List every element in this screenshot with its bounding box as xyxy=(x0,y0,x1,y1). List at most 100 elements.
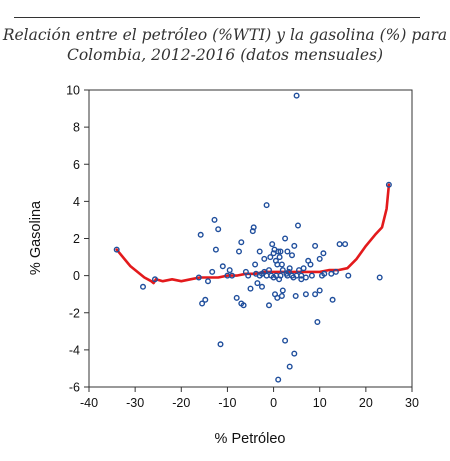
data-point xyxy=(197,231,204,238)
data-point xyxy=(276,254,283,261)
data-point xyxy=(219,263,226,270)
data-point xyxy=(274,294,281,301)
fit-line xyxy=(115,183,391,285)
data-point xyxy=(215,226,222,233)
data-point xyxy=(277,272,284,279)
data-point xyxy=(285,268,292,275)
data-point xyxy=(275,248,282,255)
data-point xyxy=(263,202,270,209)
scatter-points xyxy=(113,92,392,383)
data-point xyxy=(228,272,235,279)
data-point xyxy=(266,267,273,274)
data-point xyxy=(296,267,303,274)
data-point xyxy=(151,276,158,283)
data-point xyxy=(302,274,309,281)
x-tick-label: 30 xyxy=(405,396,419,410)
x-tick-label: -10 xyxy=(218,396,236,410)
data-point xyxy=(212,246,219,253)
data-point xyxy=(279,267,286,274)
data-point xyxy=(209,268,216,275)
data-point xyxy=(277,248,284,255)
chart-title-line-1: Relación entre el petróleo (%WTI) y la g… xyxy=(2,26,448,44)
x-tick-label: 0 xyxy=(270,396,277,410)
y-tick-label: -2 xyxy=(69,306,80,320)
data-point xyxy=(284,248,291,255)
data-point xyxy=(336,241,343,248)
chart-title: Relación entre el petróleo (%WTI) y la g… xyxy=(0,25,450,65)
y-tick-label: 0 xyxy=(73,269,80,283)
data-point xyxy=(286,265,293,272)
data-point xyxy=(254,280,261,287)
data-point xyxy=(292,293,299,300)
x-axis-label: % Petróleo xyxy=(215,431,286,447)
data-point xyxy=(226,267,233,274)
data-point xyxy=(332,268,339,275)
data-point xyxy=(204,278,211,285)
data-point xyxy=(286,363,293,370)
data-point xyxy=(263,272,270,279)
data-point xyxy=(235,248,242,255)
data-point xyxy=(295,222,302,229)
y-tick-label: 6 xyxy=(73,158,80,172)
data-point xyxy=(267,254,274,261)
x-tick-label: 20 xyxy=(359,396,373,410)
data-point xyxy=(275,376,282,383)
fit-line-layer xyxy=(115,183,391,285)
data-point xyxy=(328,270,335,277)
data-point xyxy=(202,296,209,303)
y-tick-label: -6 xyxy=(69,381,80,395)
data-point xyxy=(282,337,289,344)
data-point xyxy=(217,341,224,348)
data-point xyxy=(279,287,286,294)
data-point xyxy=(240,302,247,309)
data-point xyxy=(211,216,218,223)
chart-title-line-2: Colombia, 2012-2016 (datos mensuales) xyxy=(66,46,384,64)
data-point xyxy=(345,272,352,279)
data-point xyxy=(261,255,268,262)
data-point xyxy=(252,261,259,268)
data-point xyxy=(256,248,263,255)
data-point xyxy=(308,272,315,279)
data-point xyxy=(113,246,120,253)
data-point xyxy=(293,272,300,279)
data-point xyxy=(289,252,296,259)
data-point xyxy=(249,228,256,235)
data-point xyxy=(291,350,298,357)
data-point xyxy=(329,296,336,303)
data-point xyxy=(245,272,252,279)
data-point xyxy=(250,224,257,231)
y-axis-label: % Gasolina xyxy=(28,200,44,275)
data-point xyxy=(307,261,314,268)
data-point xyxy=(314,319,321,326)
data-point xyxy=(298,272,305,279)
x-tick-label: 10 xyxy=(313,396,327,410)
data-point xyxy=(269,241,276,248)
x-tick-label: -20 xyxy=(172,396,190,410)
data-point xyxy=(316,255,323,262)
data-point xyxy=(266,302,273,309)
data-point xyxy=(238,239,245,246)
data-point xyxy=(259,283,266,290)
data-point xyxy=(342,241,349,248)
x-tick-label: -30 xyxy=(126,396,144,410)
data-point xyxy=(199,300,206,307)
data-point xyxy=(300,265,307,272)
data-point xyxy=(195,274,202,281)
title-rule xyxy=(14,17,420,18)
y-tick-label: 4 xyxy=(73,195,80,209)
plot-frame xyxy=(88,89,413,388)
x-tick-label: -40 xyxy=(80,396,98,410)
data-point xyxy=(293,92,300,99)
data-point xyxy=(247,285,254,292)
data-point xyxy=(316,287,323,294)
data-point xyxy=(302,291,309,298)
data-point xyxy=(139,283,146,290)
data-point xyxy=(233,294,240,301)
y-tick-label: 10 xyxy=(66,84,80,98)
data-point xyxy=(320,250,327,257)
data-point xyxy=(376,274,383,281)
data-point xyxy=(312,242,319,249)
y-tick-label: 2 xyxy=(73,232,80,246)
